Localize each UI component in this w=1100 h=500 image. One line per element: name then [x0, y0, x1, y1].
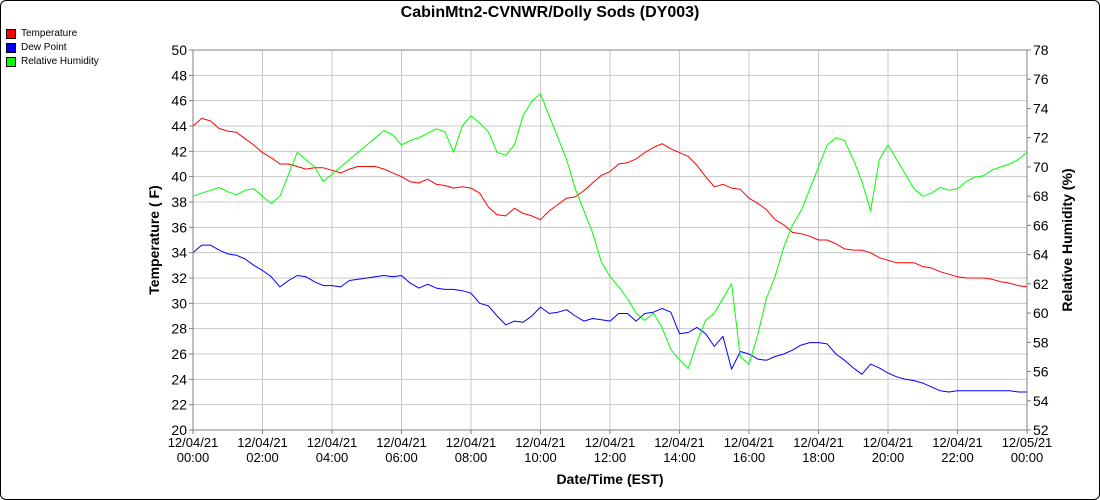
y-right-tick-label: 54 — [1033, 393, 1049, 409]
x-tick-label-time: 20:00 — [872, 450, 905, 465]
x-tick-label-date: 12/04/21 — [585, 435, 636, 450]
x-tick-label-date: 12/04/21 — [307, 435, 358, 450]
x-tick-label-time: 04:00 — [316, 450, 349, 465]
series-line-dew-point — [192, 244, 1027, 393]
legend-item-dew-point: Dew Point — [6, 41, 99, 55]
y-left-tick-label: 22 — [171, 397, 187, 413]
y-left-tick-label: 32 — [171, 270, 187, 286]
y-left-tick-label: 20 — [171, 422, 187, 438]
y-right-tick-label: 60 — [1033, 305, 1049, 321]
y-axis-left-label: Temperature ( F) — [146, 185, 162, 294]
y-right-tick-label: 70 — [1033, 159, 1049, 175]
y-left-tick-label: 36 — [171, 219, 187, 235]
y-right-tick-label: 62 — [1033, 276, 1049, 292]
x-axis-label: Date/Time (EST) — [556, 471, 663, 487]
y-left-tick-label: 24 — [171, 371, 187, 387]
y-left-tick-label: 40 — [171, 169, 187, 185]
y-right-tick-label: 56 — [1033, 364, 1049, 380]
y-right-tick-label: 76 — [1033, 71, 1049, 87]
x-tick-label-date: 12/04/21 — [168, 435, 219, 450]
y-left-tick-label: 38 — [171, 194, 187, 210]
y-right-tick-label: 58 — [1033, 334, 1049, 350]
y-left-tick-label: 44 — [171, 118, 187, 134]
x-tick-label-time: 12:00 — [594, 450, 627, 465]
y-left-tick-label: 34 — [171, 245, 187, 261]
legend-item-temperature: Temperature — [6, 27, 99, 41]
legend-item-relative-humidity: Relative Humidity — [6, 55, 99, 69]
x-tick-label-date: 12/04/21 — [376, 435, 427, 450]
x-tick-label-time: 14:00 — [663, 450, 696, 465]
legend-label-relative-humidity: Relative Humidity — [21, 56, 99, 67]
series-line-relative-humidity — [192, 93, 1028, 370]
y-right-ticks: 52 54 56 58 60 62 64 66 68 70 72 74 76 78 — [1027, 42, 1049, 438]
x-tick-label-time: 06:00 — [385, 450, 418, 465]
x-ticks: 12/04/2100:0012/04/2102:0012/04/2104:001… — [168, 430, 1053, 465]
chart-title: CabinMtn2-CVNWR/Dolly Sods (DY003) — [400, 4, 700, 21]
x-tick-label-date: 12/04/21 — [863, 435, 914, 450]
x-tick-label-date: 12/04/21 — [932, 435, 983, 450]
legend: Temperature Dew Point Relative Humidity — [6, 27, 99, 69]
y-left-tick-label: 30 — [171, 295, 187, 311]
legend-swatch-dew-point — [6, 43, 16, 53]
x-tick-label-time: 08:00 — [455, 450, 488, 465]
x-tick-label-date: 12/04/21 — [793, 435, 844, 450]
x-tick-label-time: 10:00 — [524, 450, 557, 465]
x-tick-label-time: 22:00 — [941, 450, 974, 465]
y-left-ticks: 20 22 24 26 28 30 32 34 36 38 40 42 44 46 48 50 — [171, 42, 193, 438]
y-left-tick-label: 28 — [171, 321, 187, 337]
x-tick-label-date: 12/04/21 — [446, 435, 497, 450]
y-right-tick-label: 74 — [1033, 100, 1049, 116]
y-right-tick-label: 66 — [1033, 217, 1049, 233]
y-left-tick-label: 42 — [171, 143, 187, 159]
grid — [192, 49, 1028, 431]
y-right-tick-label: 78 — [1033, 42, 1049, 58]
y-left-tick-label: 48 — [171, 67, 187, 83]
legend-swatch-relative-humidity — [6, 57, 16, 67]
x-tick-label-time: 16:00 — [733, 450, 766, 465]
y-right-tick-label: 72 — [1033, 130, 1049, 146]
legend-label-temperature: Temperature — [21, 28, 78, 39]
legend-label-dew-point: Dew Point — [21, 42, 67, 53]
x-tick-label-date: 12/04/21 — [237, 435, 288, 450]
x-tick-label-time: 02:00 — [246, 450, 279, 465]
y-axis-right-label: Relative Humidity (%) — [1059, 168, 1075, 311]
x-tick-label-time: 18:00 — [802, 450, 835, 465]
x-tick-label-time: 00:00 — [177, 450, 210, 465]
y-right-tick-label: 68 — [1033, 188, 1049, 204]
x-tick-label-date: 12/05/21 — [1002, 435, 1053, 450]
series-line-temperature — [192, 117, 1028, 288]
y-left-tick-label: 50 — [171, 42, 187, 58]
y-left-tick-label: 26 — [171, 346, 187, 362]
x-tick-label-time: 00:00 — [1011, 450, 1044, 465]
y-left-tick-label: 46 — [171, 93, 187, 109]
x-tick-label-date: 12/04/21 — [724, 435, 775, 450]
x-tick-label-date: 12/04/21 — [515, 435, 566, 450]
y-right-tick-label: 64 — [1033, 247, 1049, 263]
x-tick-label-date: 12/04/21 — [654, 435, 705, 450]
series-layer — [192, 93, 1028, 393]
y-right-tick-label: 52 — [1033, 422, 1049, 438]
legend-swatch-temperature — [6, 29, 16, 39]
